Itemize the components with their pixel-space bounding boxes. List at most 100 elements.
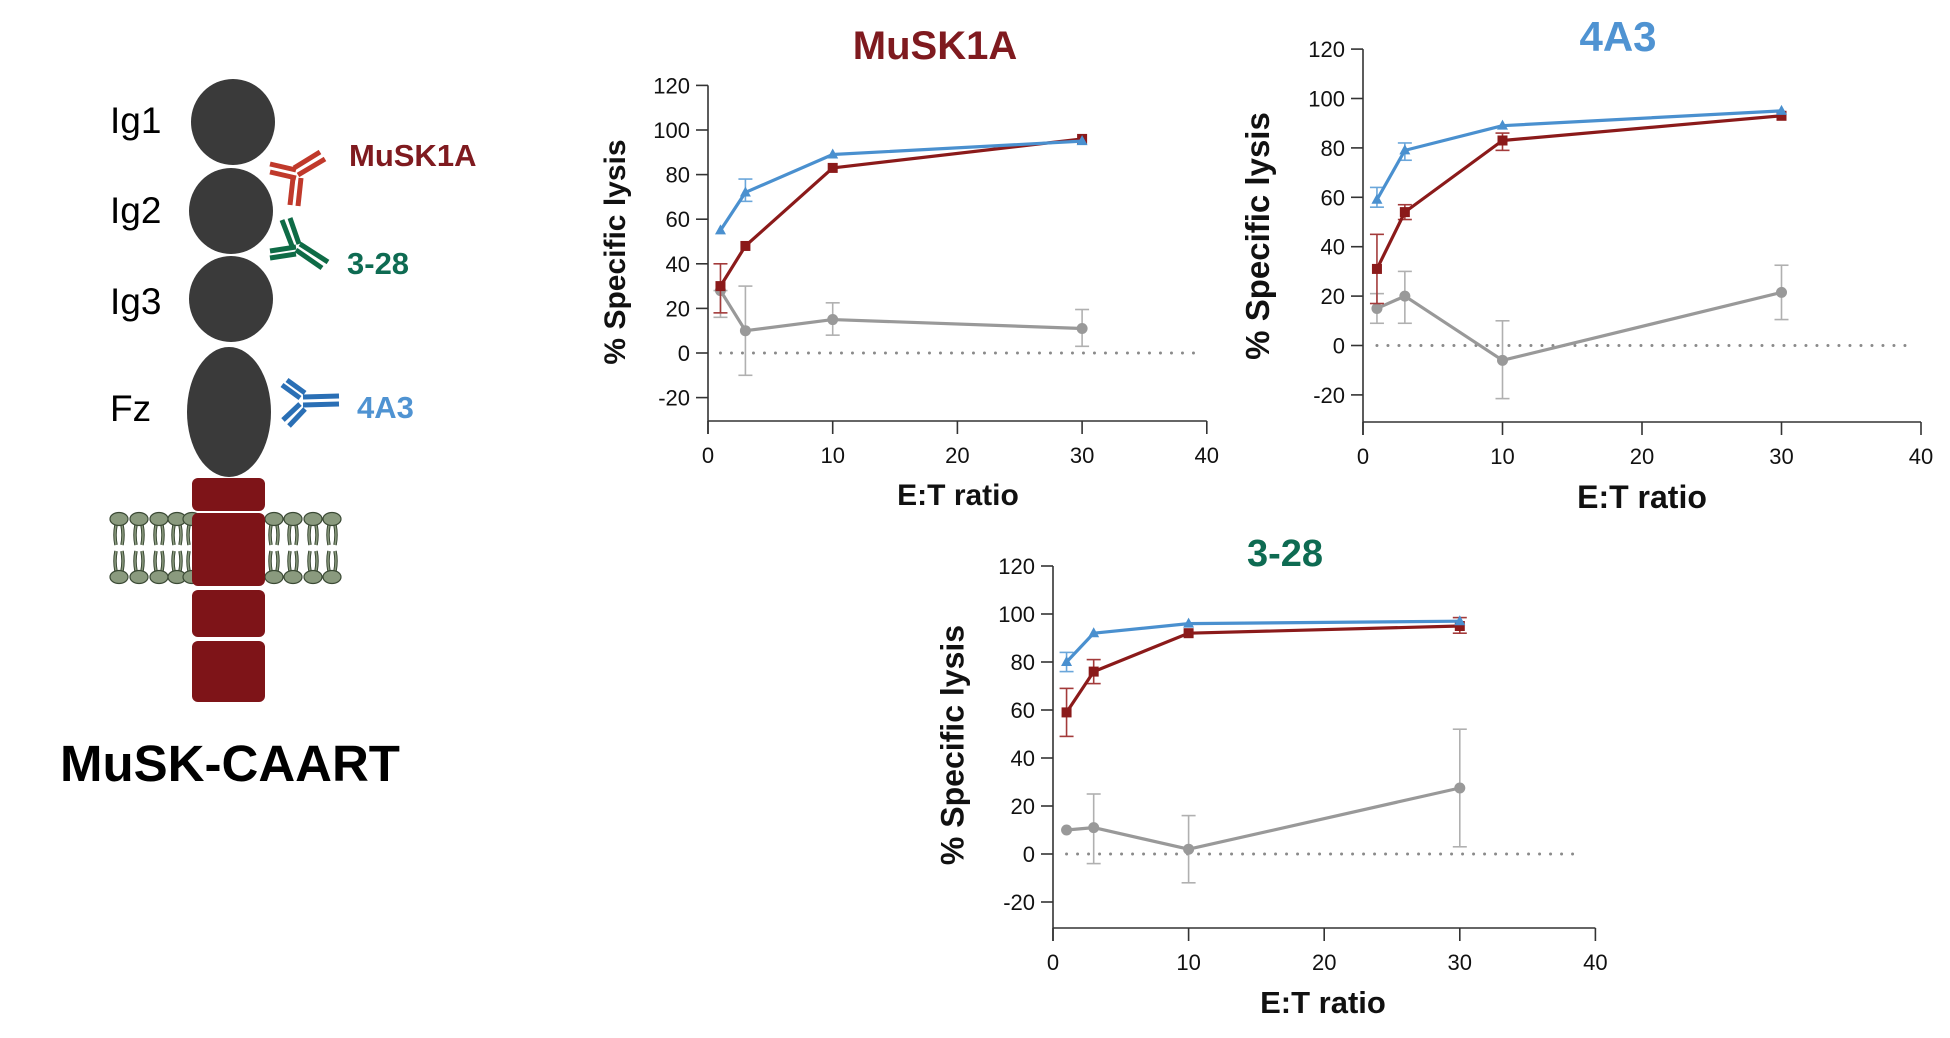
series-red: [713, 133, 1088, 314]
lipid: [322, 511, 342, 585]
x-tick-label: 0: [1047, 950, 1059, 975]
data-point: [1088, 822, 1100, 834]
y-tick-label: 40: [1321, 235, 1345, 260]
y-axis-title: % Specific lysis: [599, 139, 632, 364]
series-line: [1376, 290, 1782, 362]
series-red: [1369, 110, 1787, 305]
series-line: [1066, 786, 1461, 851]
data-point: [1399, 207, 1410, 218]
data-point: [1061, 707, 1072, 718]
lipid: [109, 511, 129, 585]
antibody-label-3-28: 3-28: [347, 246, 409, 281]
y-tick-label: 60: [666, 207, 690, 232]
data-point: [1371, 193, 1383, 204]
data-point: [1776, 110, 1787, 121]
antibody-icon-4a3: [280, 377, 340, 428]
antibody-label-4a3: 4A3: [357, 390, 414, 425]
data-point: [739, 186, 751, 197]
y-tick-label: 120: [653, 73, 690, 98]
series-line: [1375, 114, 1782, 270]
chart-musk1a: MuSK1A -20 0 20 40 60 80 100 120 0 10 20 30 40 E:T rat…: [599, 24, 1219, 512]
lipid-bilayer: [109, 511, 342, 585]
intracellular-block-3: [192, 641, 265, 702]
series-blue: [714, 135, 1088, 235]
x-tick-label: 20: [1312, 950, 1336, 975]
intracellular-block-2: [192, 590, 265, 637]
musk-caart-diagram: Ig1 Ig2 Ig3 Fz MuSK1A 3-28 4A3 MuSK-CAAR…: [60, 79, 476, 792]
data-point: [1183, 628, 1194, 639]
x-axis-title: E:T ratio: [1260, 985, 1386, 1020]
data-point: [1454, 782, 1466, 794]
data-point: [739, 325, 751, 337]
y-tick-label: 120: [1308, 37, 1345, 62]
series-line: [1065, 624, 1460, 714]
x-tick-label: 20: [945, 443, 969, 468]
data-point: [1061, 824, 1073, 836]
series-gray: [1369, 264, 1789, 400]
fz-domain: [187, 347, 271, 477]
chart-4a3: 4A3 -20 0 20 40 60 80 100 120 0 10 20 30 40 E:T ratio%…: [1239, 13, 1933, 515]
ig1-domain: [191, 79, 275, 165]
data-point: [1076, 135, 1088, 146]
data-point: [1776, 104, 1787, 115]
data-point: [1371, 263, 1382, 274]
x-tick-label: 10: [1490, 444, 1514, 469]
data-point: [1497, 119, 1508, 130]
x-tick-label: 30: [1070, 443, 1094, 468]
domain-label-fz: Fz: [110, 388, 151, 429]
lipid: [264, 511, 284, 585]
chart-3-28: 3-28 -20 0 20 40 60 80 100 120 0 10 20 30 40 E:T ratio…: [935, 533, 1608, 1020]
ig3-domain: [189, 256, 273, 342]
lipid: [303, 511, 323, 585]
y-tick-label: 100: [1308, 87, 1345, 112]
y-tick-label: 80: [666, 163, 690, 188]
antibody-icon-musk1a: [269, 149, 327, 207]
y-tick-label: 20: [666, 296, 690, 321]
data-point: [715, 281, 726, 292]
intracellular-block-1: [192, 478, 265, 511]
y-tick-label: 100: [653, 118, 690, 143]
data-point: [1183, 843, 1195, 855]
y-tick-label: -20: [1003, 890, 1035, 915]
lipid: [149, 511, 169, 585]
x-tick-label: 30: [1448, 950, 1472, 975]
series-line: [1065, 619, 1460, 664]
y-axis-title: % Specific lysis: [1239, 112, 1276, 360]
x-axis-title: E:T ratio: [1577, 479, 1707, 515]
ig2-domain: [189, 168, 273, 254]
series-line: [1375, 109, 1782, 201]
y-tick-label: -20: [658, 386, 690, 411]
x-tick-label: 40: [1195, 443, 1219, 468]
lipid: [283, 511, 303, 585]
x-tick-label: 20: [1630, 444, 1654, 469]
antibody-icon-3-28: [269, 217, 330, 271]
series-line: [719, 137, 1083, 287]
chart-title: 3-28: [1247, 533, 1323, 575]
series-blue: [1059, 615, 1466, 673]
data-point: [1454, 615, 1466, 626]
y-tick-label: -20: [1313, 383, 1345, 408]
y-tick-label: 100: [998, 602, 1035, 627]
y-axis-title: % Specific lysis: [935, 625, 971, 865]
y-tick-label: 0: [678, 341, 690, 366]
y-tick-label: 0: [1023, 842, 1035, 867]
data-point: [1776, 286, 1787, 298]
data-point: [714, 224, 726, 235]
y-tick-label: 120: [998, 554, 1035, 579]
x-tick-label: 30: [1769, 444, 1793, 469]
x-tick-label: 0: [1357, 444, 1369, 469]
transmembrane-block: [192, 513, 265, 586]
data-point: [827, 314, 839, 326]
domain-label-ig1: Ig1: [110, 100, 161, 141]
y-tick-label: 40: [1011, 746, 1035, 771]
y-tick-label: 20: [1011, 794, 1035, 819]
chart-title: MuSK1A: [853, 24, 1017, 68]
y-tick-label: 60: [1321, 185, 1345, 210]
x-tick-label: 10: [1176, 950, 1200, 975]
x-tick-label: 10: [820, 443, 844, 468]
data-point: [1497, 135, 1508, 146]
y-tick-label: 40: [666, 252, 690, 277]
data-point: [740, 240, 751, 251]
domain-label-ig2: Ig2: [110, 190, 161, 231]
